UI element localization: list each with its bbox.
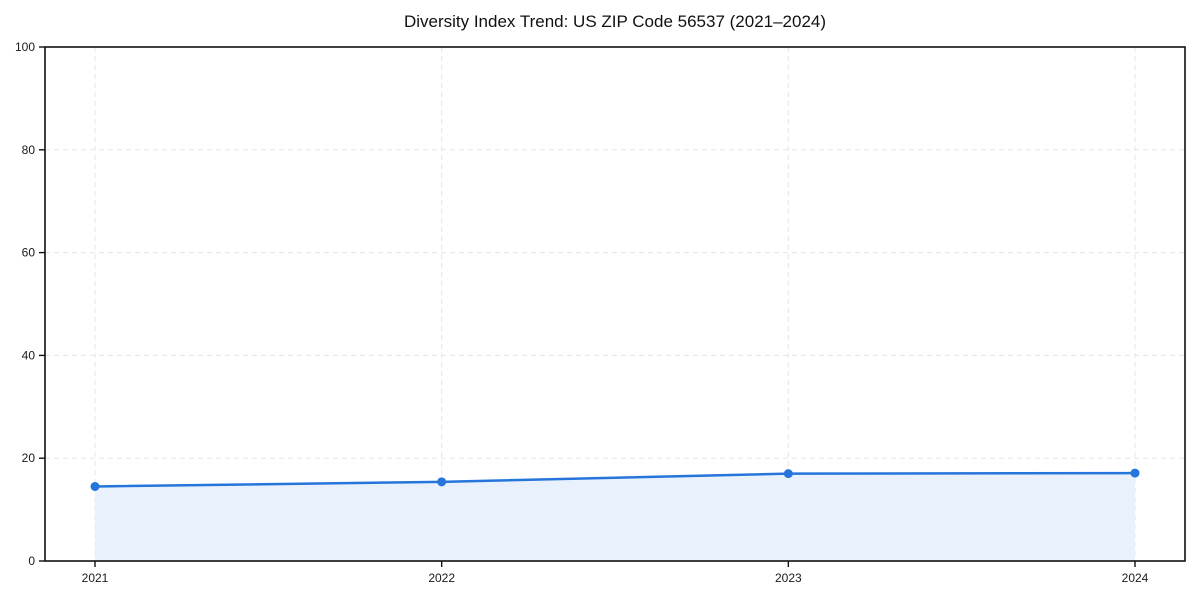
- y-tick-label: 20: [22, 451, 36, 465]
- data-point-2024: [1130, 468, 1140, 478]
- y-tick-label: 0: [28, 554, 35, 568]
- chart-title: Diversity Index Trend: US ZIP Code 56537…: [403, 12, 827, 31]
- data-point-2021: [90, 481, 100, 491]
- series-area-fill: [95, 473, 1135, 561]
- y-tick-label: 40: [22, 348, 36, 362]
- x-tick-label: 2022: [428, 571, 455, 585]
- plot-frame: [44, 46, 1186, 562]
- x-tick-label: 2021: [82, 571, 109, 585]
- data-point-2022: [437, 477, 447, 487]
- y-tick-label: 80: [22, 143, 36, 157]
- data-point-2023: [783, 469, 793, 479]
- y-tick-label: 60: [22, 246, 36, 260]
- series-line: [93, 471, 1137, 488]
- x-tick-label: 2023: [775, 571, 802, 585]
- y-tick-label: 100: [15, 40, 35, 54]
- x-tick-label: 2024: [1122, 571, 1149, 585]
